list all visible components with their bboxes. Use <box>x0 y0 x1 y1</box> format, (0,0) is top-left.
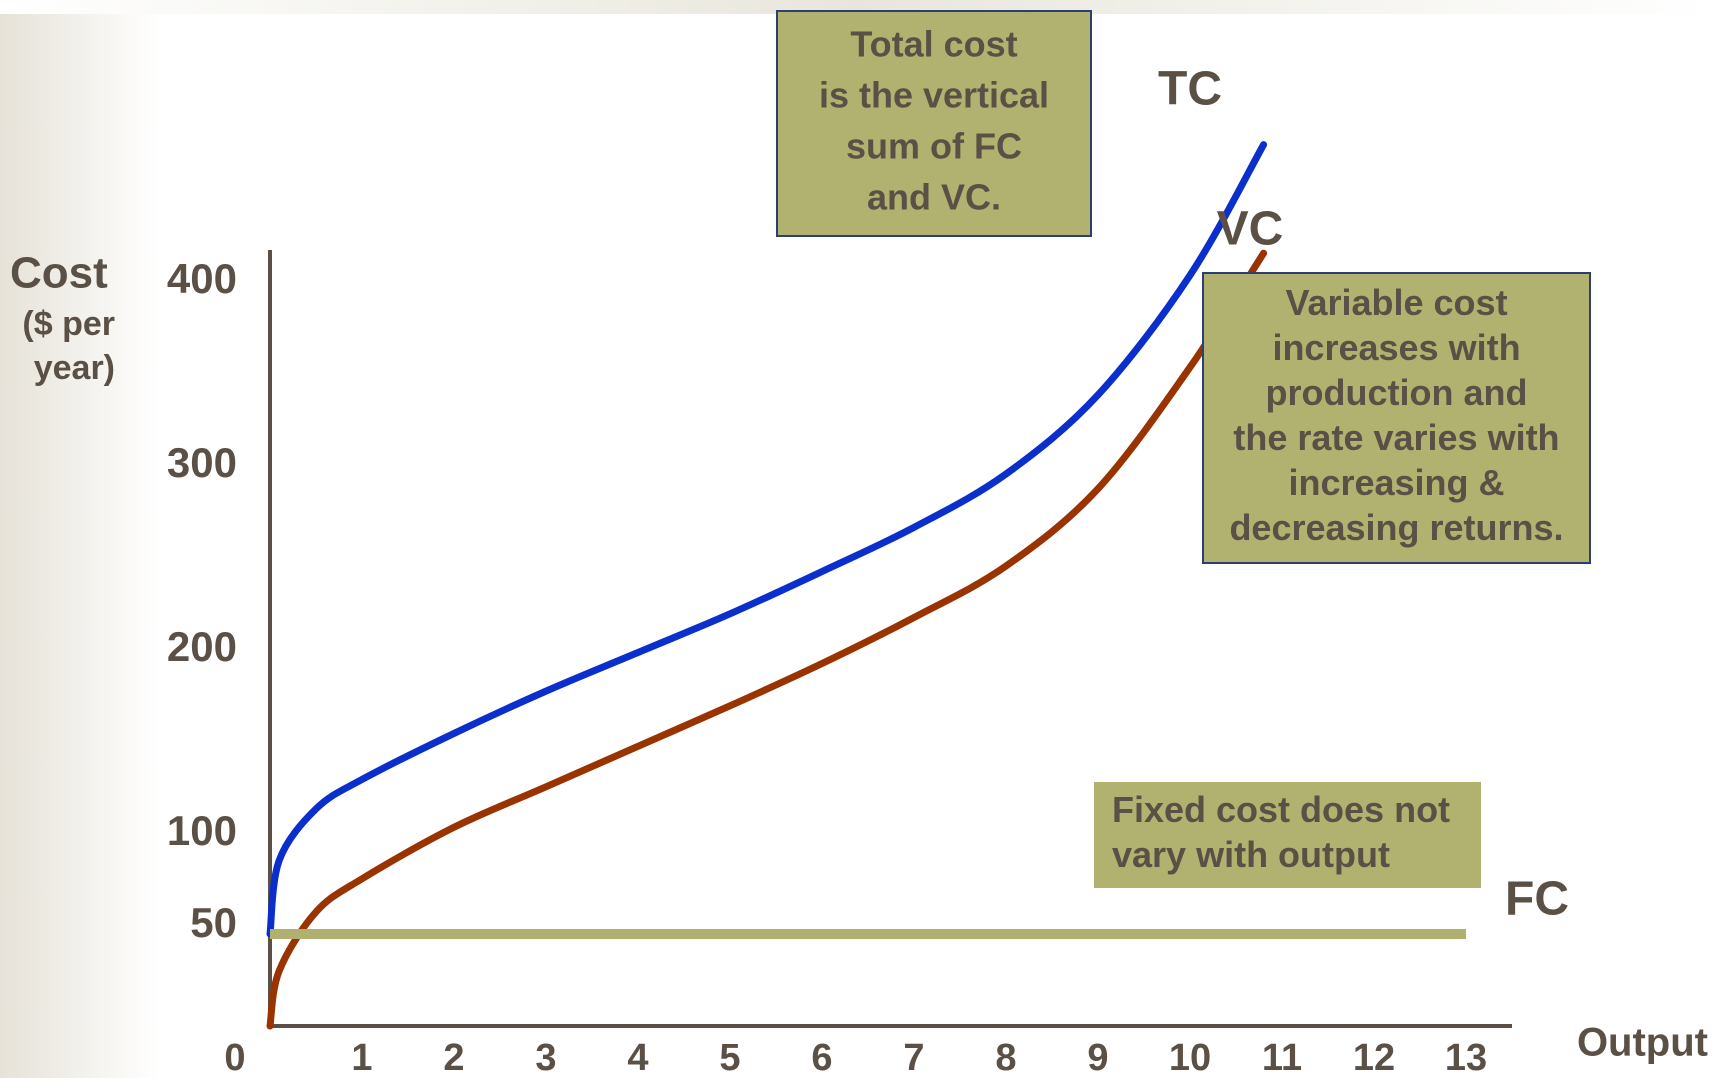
y-tick-label: 200 <box>167 623 237 670</box>
annotation-text: vary with output <box>1112 834 1390 875</box>
x-tick-label: 7 <box>903 1037 924 1078</box>
x-tick-label: 2 <box>443 1037 464 1078</box>
x-tick-label: 1 <box>351 1037 372 1078</box>
annotation-box <box>1202 272 1591 564</box>
line-vc <box>266 249 1268 1030</box>
x-axis-label: Output <box>1577 1021 1708 1065</box>
y-tick-label: 100 <box>167 807 237 854</box>
y-tick-label: 400 <box>167 255 237 302</box>
background-top <box>0 0 1712 14</box>
y-axis-label: ($ per <box>22 305 115 343</box>
x-tick-label: 12 <box>1353 1037 1395 1078</box>
x-tick-label: 13 <box>1445 1037 1487 1078</box>
annotation-text: the rate varies with <box>1233 417 1559 458</box>
annotation-text: sum of FC <box>846 126 1022 167</box>
x-tick-label: 3 <box>535 1037 556 1078</box>
line-tc <box>266 141 1268 938</box>
series-label: VC <box>1217 203 1284 256</box>
annotation-text: decreasing returns. <box>1229 507 1563 548</box>
series-label: FC <box>1505 873 1569 926</box>
x-tick-label: 8 <box>995 1037 1016 1078</box>
annotation-text: production and <box>1266 372 1528 413</box>
annotation-text: increasing & <box>1288 462 1504 503</box>
x-tick-label: 6 <box>811 1037 832 1078</box>
annotation-text: is the vertical <box>819 75 1049 116</box>
y-axis-label: Cost <box>10 249 108 298</box>
annotation-text: increases with <box>1272 327 1520 368</box>
annotation-text: and VC. <box>867 177 1001 218</box>
y-tick-label: 300 <box>167 439 237 486</box>
annotation-text: Variable cost <box>1285 282 1507 323</box>
series-label: TC <box>1158 63 1222 116</box>
annotation-box <box>1094 782 1481 888</box>
x-tick-label: 11 <box>1262 1037 1302 1078</box>
x-tick-label: 10 <box>1169 1037 1211 1078</box>
x-tick-label: 5 <box>719 1037 740 1078</box>
annotation-text: Fixed cost does not <box>1112 789 1450 830</box>
y-axis-label: year) <box>34 349 115 387</box>
background-left <box>0 0 160 1078</box>
x-tick-label: 0 <box>224 1037 245 1078</box>
x-tick-label: 4 <box>627 1037 648 1078</box>
x-tick-label: 9 <box>1087 1037 1108 1078</box>
annotation-text: Total cost <box>850 24 1017 65</box>
annotation-box <box>776 10 1092 237</box>
y-tick-label: 50 <box>190 899 237 946</box>
